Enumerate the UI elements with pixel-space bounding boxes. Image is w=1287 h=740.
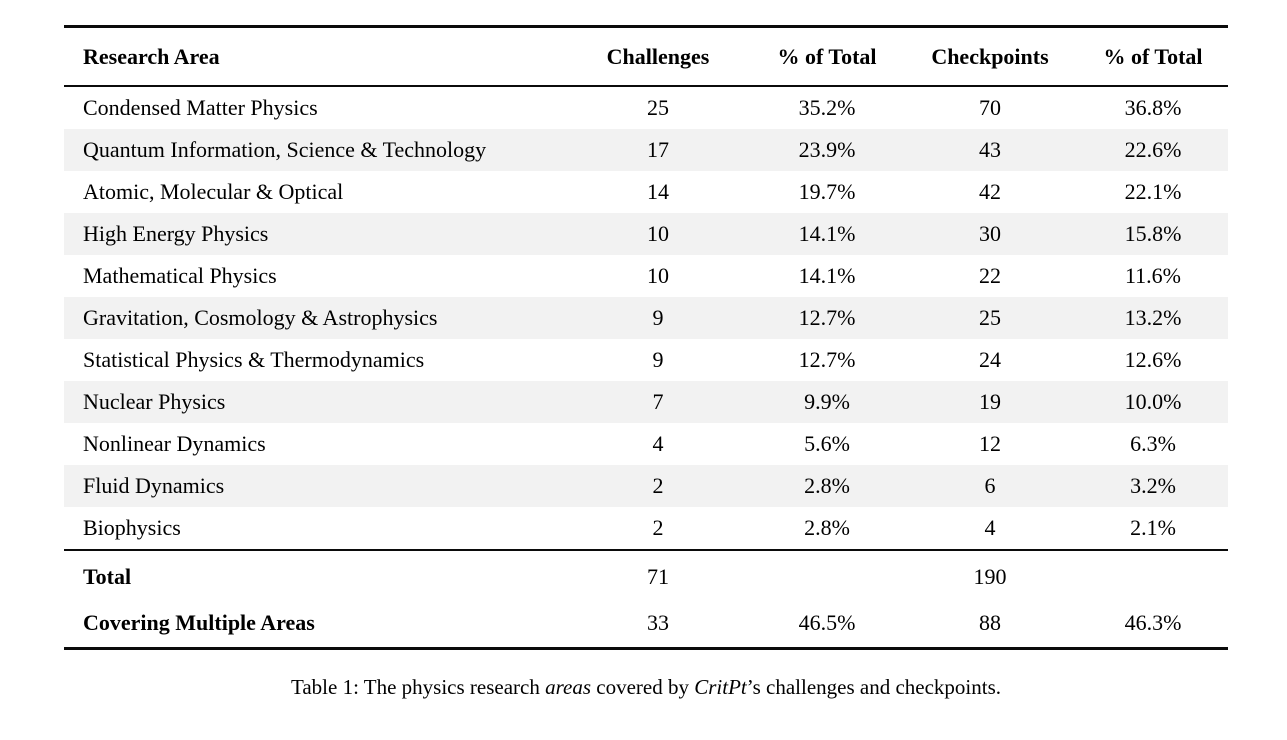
cell-challenges: 71 xyxy=(564,549,752,601)
cell-challenges: 10 xyxy=(647,221,669,246)
cell-challenges: 2 xyxy=(652,473,664,498)
caption-segment: ’s challenges and checkpoints. xyxy=(746,675,1002,699)
cell-checkpoints-pct: 6.3% xyxy=(1130,431,1176,456)
caption-segment: covered by xyxy=(591,675,695,699)
cell-challenges-pct: 14.1% xyxy=(798,221,856,246)
research-areas-table: Research Area Challenges % of Total Chec… xyxy=(64,25,1228,650)
cell-research-area: Nonlinear Dynamics xyxy=(83,431,266,456)
cell-challenges: 4 xyxy=(652,431,664,456)
cell-research-area: Covering Multiple Areas xyxy=(83,610,315,635)
caption-italic-segment: areas xyxy=(545,675,592,699)
cell-checkpoints: 42 xyxy=(979,179,1001,204)
column-header-checkpoints-pct: % of Total xyxy=(1078,26,1228,87)
table-row: High Energy Physics 10 14.1% 30 15.8% xyxy=(64,213,1228,255)
cell-challenges-pct: 14.1% xyxy=(798,263,856,288)
cell-checkpoints-pct: 11.6% xyxy=(1124,263,1181,288)
cell-checkpoints: 22 xyxy=(979,263,1001,288)
cell-checkpoints: 12 xyxy=(979,431,1001,456)
cell-checkpoints-pct: 46.3% xyxy=(1124,610,1182,635)
cell-research-area: Statistical Physics & Thermodynamics xyxy=(83,347,425,372)
table-header: Research Area Challenges % of Total Chec… xyxy=(64,26,1228,87)
cell-checkpoints: 190 xyxy=(902,549,1078,601)
cell-challenges-pct: 19.7% xyxy=(798,179,856,204)
cell-research-area: Total xyxy=(64,549,564,601)
cell-checkpoints-pct: 36.8% xyxy=(1124,95,1182,120)
cell-challenges-pct: 2.8% xyxy=(804,515,850,540)
cell-checkpoints-pct: 10.0% xyxy=(1124,389,1182,414)
cell-checkpoints: 70 xyxy=(979,95,1001,120)
table-row: Gravitation, Cosmology & Astrophysics 9 12… xyxy=(64,297,1228,339)
cell-challenges: 25 xyxy=(647,95,669,120)
cell-research-area: High Energy Physics xyxy=(83,221,269,246)
cell-challenges-pct: 12.7% xyxy=(798,347,856,372)
table-row: Biophysics 2 2.8% 4 2.1% xyxy=(64,507,1228,550)
cell-checkpoints: 43 xyxy=(979,137,1001,162)
table-row: Nuclear Physics 7 9.9% 19 10.0% xyxy=(64,381,1228,423)
cell-research-area: Gravitation, Cosmology & Astrophysics xyxy=(83,305,438,330)
cell-research-area: Nuclear Physics xyxy=(83,389,226,414)
cell-challenges-pct: 9.9% xyxy=(804,389,850,414)
column-header-checkpoints: Checkpoints xyxy=(902,26,1078,87)
cell-research-area: Mathematical Physics xyxy=(83,263,277,288)
cell-challenges-pct: 46.5% xyxy=(798,610,856,635)
caption-segment: Table 1: The physics research xyxy=(290,675,546,699)
cell-checkpoints: 19 xyxy=(979,389,1001,414)
column-header-challenges: Challenges xyxy=(564,26,752,87)
cell-research-area: Biophysics xyxy=(83,515,181,540)
table-row: Nonlinear Dynamics 4 5.6% 12 6.3% xyxy=(64,423,1228,465)
cell-research-area: Fluid Dynamics xyxy=(83,473,225,498)
header-row: Research Area Challenges % of Total Chec… xyxy=(64,26,1228,87)
table-row: Atomic, Molecular & Optical 14 19.7% 42 22.1… xyxy=(64,171,1228,213)
cell-challenges: 14 xyxy=(647,179,669,204)
cell-challenges-pct: 23.9% xyxy=(798,137,856,162)
table-caption: Table 1: The physics research areas cove… xyxy=(64,674,1228,700)
cell-checkpoints-pct: 22.1% xyxy=(1124,179,1182,204)
table-row: Statistical Physics & Thermodynamics 9 12.… xyxy=(64,339,1228,381)
cell-checkpoints: 6 xyxy=(984,473,996,498)
table-body: Condensed Matter Physics 25 35.2% 70 36.8% Qu… xyxy=(64,86,1228,550)
cell-challenges-pct: 12.7% xyxy=(798,305,856,330)
cell-challenges: 9 xyxy=(652,347,664,372)
cell-research-area: Quantum Information, Science & Technolog… xyxy=(83,137,487,162)
cell-challenges: 33 xyxy=(647,610,669,635)
cell-checkpoints-pct: 2.1% xyxy=(1130,515,1176,540)
cell-challenges: 9 xyxy=(652,305,664,330)
cell-checkpoints-pct xyxy=(1078,549,1228,601)
summary-row: Total 71 190 xyxy=(64,549,1228,601)
cell-challenges-pct: 5.6% xyxy=(804,431,850,456)
cell-checkpoints-pct: 3.2% xyxy=(1130,473,1176,498)
table-footer: Total 71 190 Covering Multiple Areas 33 46.5%… xyxy=(64,549,1228,649)
table-row: Condensed Matter Physics 25 35.2% 70 36.8% xyxy=(64,86,1228,129)
cell-checkpoints: 4 xyxy=(984,515,996,540)
cell-challenges-pct: 2.8% xyxy=(804,473,850,498)
cell-checkpoints: 30 xyxy=(979,221,1001,246)
cell-challenges: 7 xyxy=(652,389,664,414)
cell-challenges: 2 xyxy=(652,515,664,540)
cell-checkpoints-pct: 12.6% xyxy=(1124,347,1182,372)
summary-row: Covering Multiple Areas 33 46.5% 88 46.3% xyxy=(64,601,1228,649)
table-1-figure: Research Area Challenges % of Total Chec… xyxy=(64,25,1228,700)
cell-challenges-pct: 35.2% xyxy=(798,95,856,120)
table-row: Mathematical Physics 10 14.1% 22 11.6% xyxy=(64,255,1228,297)
cell-checkpoints: 88 xyxy=(979,610,1001,635)
cell-checkpoints-pct: 13.2% xyxy=(1124,305,1182,330)
column-header-research-area: Research Area xyxy=(64,26,564,87)
cell-research-area: Atomic, Molecular & Optical xyxy=(83,179,344,204)
cell-challenges: 17 xyxy=(647,137,669,162)
cell-challenges: 10 xyxy=(647,263,669,288)
cell-challenges-pct xyxy=(752,549,902,601)
cell-checkpoints: 24 xyxy=(979,347,1001,372)
caption-italic-segment: CritPt xyxy=(694,675,747,699)
cell-checkpoints-pct: 15.8% xyxy=(1124,221,1182,246)
table-row: Fluid Dynamics 2 2.8% 6 3.2% xyxy=(64,465,1228,507)
cell-checkpoints-pct: 22.6% xyxy=(1124,137,1182,162)
table-row: Quantum Information, Science & Technolog… xyxy=(64,129,1228,171)
cell-research-area: Condensed Matter Physics xyxy=(83,95,318,120)
cell-checkpoints: 25 xyxy=(979,305,1001,330)
column-header-challenges-pct: % of Total xyxy=(752,26,902,87)
